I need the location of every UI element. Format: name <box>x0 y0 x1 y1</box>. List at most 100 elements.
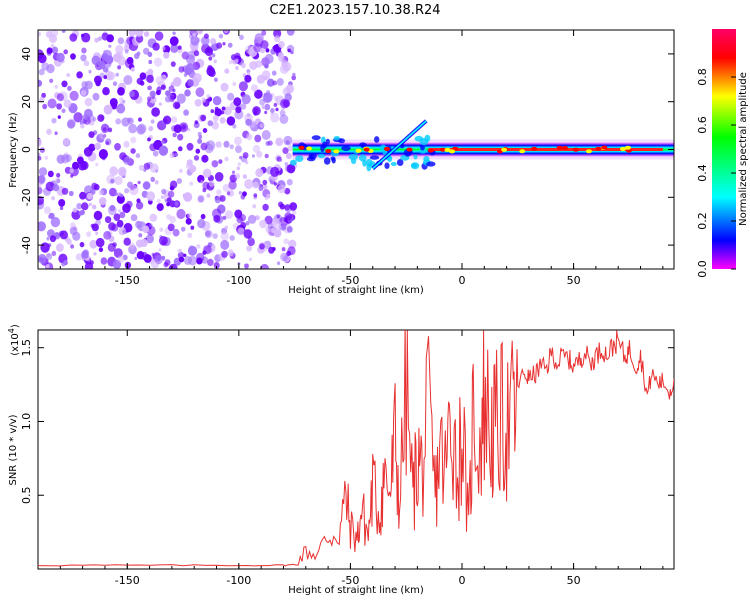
noise-speckle <box>119 97 124 103</box>
noise-speckle <box>187 245 198 256</box>
noise-speckle <box>219 117 226 124</box>
noise-speckle <box>216 189 222 196</box>
noise-speckle <box>235 66 239 70</box>
noise-speckle <box>41 92 46 98</box>
noise-speckle <box>261 130 271 140</box>
noise-speckle <box>102 87 110 96</box>
noise-speckle <box>143 31 150 37</box>
spectrogram-x-tick-label: 50 <box>567 274 581 287</box>
noise-speckle <box>265 48 270 53</box>
signal-band-blob <box>423 156 430 162</box>
noise-speckle <box>278 40 285 49</box>
snr-x-axis-label: Height of straight line (km) <box>288 585 424 596</box>
noise-speckle <box>174 153 179 157</box>
noise-speckle <box>81 47 87 54</box>
noise-speckle <box>103 230 112 240</box>
noise-speckle <box>244 74 252 83</box>
noise-speckle <box>163 262 169 268</box>
noise-speckle <box>243 229 253 239</box>
spectrogram-y-tick-label: 0 <box>20 146 33 153</box>
noise-speckle <box>224 156 229 162</box>
noise-speckle <box>67 119 76 129</box>
noise-speckle <box>115 118 122 125</box>
noise-speckle <box>116 103 126 114</box>
noise-speckle <box>223 140 230 148</box>
noise-speckle <box>80 54 87 62</box>
noise-speckle <box>178 168 183 174</box>
noise-speckle <box>46 50 52 56</box>
noise-speckle <box>241 62 246 69</box>
noise-speckle <box>38 196 44 206</box>
noise-speckle <box>50 216 61 228</box>
noise-speckle <box>143 47 150 55</box>
noise-speckle <box>95 80 101 87</box>
noise-speckle <box>195 148 201 154</box>
noise-speckle <box>232 170 235 174</box>
noise-speckle <box>123 140 130 148</box>
noise-speckle <box>92 117 97 122</box>
noise-speckle <box>222 215 227 220</box>
noise-speckle <box>146 74 154 84</box>
noise-speckle <box>270 108 275 113</box>
noise-speckle <box>291 209 297 216</box>
noise-speckle <box>124 49 129 54</box>
noise-speckle <box>57 115 61 119</box>
noise-speckle <box>113 248 123 258</box>
noise-speckle <box>168 85 175 92</box>
noise-speckle <box>38 31 42 37</box>
signal-peak-dot <box>333 149 340 154</box>
spectrogram-x-ticks: -150 -100 -50 0 50 <box>37 30 664 287</box>
noise-speckle <box>148 223 153 228</box>
noise-speckle <box>104 216 112 224</box>
noise-speckle <box>284 204 290 211</box>
noise-speckle <box>203 245 212 255</box>
noise-speckle <box>229 144 234 150</box>
noise-speckle <box>61 108 66 114</box>
noise-speckle <box>56 103 62 110</box>
noise-speckle <box>115 44 124 55</box>
colorbar-tick-label: 0.4 <box>696 164 709 182</box>
signal-peak-dot <box>355 148 362 153</box>
noise-speckle <box>213 59 217 64</box>
noise-speckle <box>119 211 126 219</box>
signal-band-blob <box>317 153 326 159</box>
noise-speckle <box>149 163 159 173</box>
noise-speckle <box>263 92 273 103</box>
noise-speckle <box>89 239 98 249</box>
signal-band-blob <box>348 153 359 160</box>
signal-peak-dot <box>531 146 538 151</box>
snr-scale-suffix: ) <box>10 324 21 328</box>
noise-speckle <box>163 51 170 59</box>
noise-speckle <box>121 117 130 127</box>
snr-x-tick-label: -150 <box>115 574 140 587</box>
signal-peak-dot <box>452 146 459 151</box>
noise-speckle <box>278 52 284 59</box>
noise-speckle <box>202 181 210 190</box>
signal-peak-dot <box>306 146 313 151</box>
noise-speckle <box>213 77 218 82</box>
noise-speckle <box>83 147 93 157</box>
noise-speckle <box>237 162 241 166</box>
signal-streak-core <box>372 120 427 170</box>
noise-speckle <box>172 101 180 110</box>
noise-speckle <box>188 255 198 266</box>
noise-speckle <box>259 123 264 129</box>
noise-speckle <box>92 204 97 210</box>
snr-y-tick-label: 0.5 <box>20 486 33 504</box>
noise-speckle <box>178 146 183 152</box>
noise-speckle <box>215 141 222 148</box>
noise-speckle <box>81 250 89 259</box>
noise-speckle <box>91 182 98 190</box>
noise-speckle <box>116 194 125 204</box>
noise-speckle <box>194 120 199 125</box>
noise-speckle <box>44 155 49 160</box>
noise-speckle <box>193 73 202 83</box>
noise-speckle <box>134 256 138 261</box>
noise-speckle <box>251 84 258 92</box>
noise-speckle <box>179 122 189 133</box>
noise-speckle <box>123 44 131 52</box>
noise-speckle <box>261 105 266 110</box>
noise-speckle <box>86 231 92 238</box>
noise-speckle <box>51 250 57 256</box>
